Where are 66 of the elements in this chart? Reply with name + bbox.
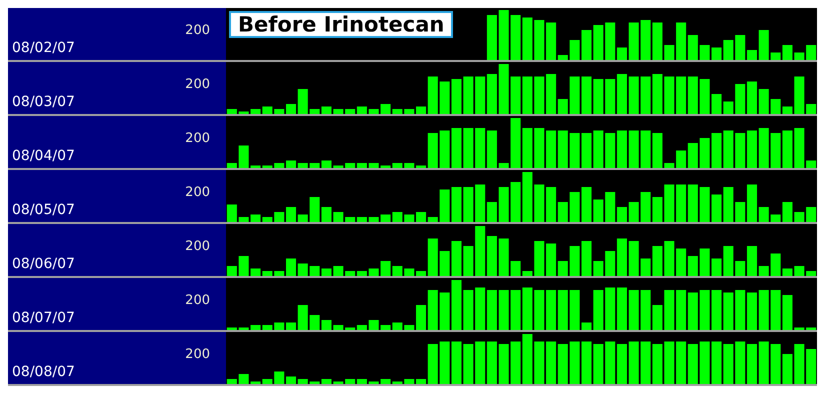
y-axis-title: 08/02/07 — [12, 40, 75, 56]
bar — [746, 184, 758, 222]
y-axis-title: 08/06/07 — [12, 256, 75, 272]
bar — [712, 94, 722, 114]
bar — [321, 379, 332, 384]
bar — [581, 187, 592, 222]
bar — [286, 160, 296, 168]
text: 200 — [185, 185, 210, 200]
bar — [581, 133, 592, 168]
y-axis-title: 08/04/07 — [12, 148, 75, 164]
bar — [712, 133, 722, 168]
text: 200 — [185, 131, 210, 146]
text: 200 — [185, 293, 210, 308]
bar — [581, 30, 592, 60]
bar — [416, 212, 426, 222]
bar — [416, 106, 426, 114]
bar — [286, 258, 296, 276]
bar — [321, 160, 332, 168]
bar — [416, 271, 426, 276]
bar — [321, 268, 332, 276]
y-axis-title: 08/03/07 — [12, 94, 75, 110]
bar — [712, 290, 722, 330]
bar — [581, 241, 592, 276]
bar — [616, 74, 627, 114]
bar — [616, 48, 627, 60]
bar — [581, 322, 592, 330]
bar — [746, 246, 758, 276]
bar — [616, 344, 627, 384]
bar — [581, 76, 592, 114]
chart-title: Before Irinotecan — [238, 12, 444, 36]
bar — [321, 320, 332, 330]
bar — [712, 342, 722, 384]
bar — [451, 128, 462, 168]
bar — [451, 79, 462, 114]
bar — [451, 241, 462, 276]
bar — [416, 305, 426, 330]
bar — [581, 342, 592, 384]
bar — [451, 187, 462, 222]
y-axis-title: 08/05/07 — [12, 202, 75, 218]
bar — [321, 106, 332, 114]
bar — [712, 194, 722, 222]
bar — [616, 238, 627, 276]
bar — [746, 344, 758, 384]
text: 200 — [185, 77, 210, 92]
bar — [616, 288, 627, 330]
bar — [451, 280, 462, 330]
y-axis-title: 08/08/07 — [12, 364, 75, 380]
bar — [286, 207, 296, 222]
text: 200 — [185, 23, 210, 38]
y-axis-title: 08/07/07 — [12, 310, 75, 326]
bar — [746, 292, 758, 330]
bar — [616, 207, 627, 222]
bar — [712, 48, 722, 60]
bar — [286, 376, 296, 384]
bar — [712, 258, 722, 276]
text: 200 — [185, 239, 210, 254]
bar — [286, 104, 296, 114]
bar — [746, 130, 758, 168]
bar — [286, 322, 296, 330]
bar — [746, 50, 758, 60]
text: 200 — [185, 347, 210, 362]
bar — [416, 379, 426, 384]
bar — [451, 342, 462, 384]
bar — [321, 207, 332, 222]
bar — [616, 130, 627, 168]
bar — [746, 82, 758, 114]
